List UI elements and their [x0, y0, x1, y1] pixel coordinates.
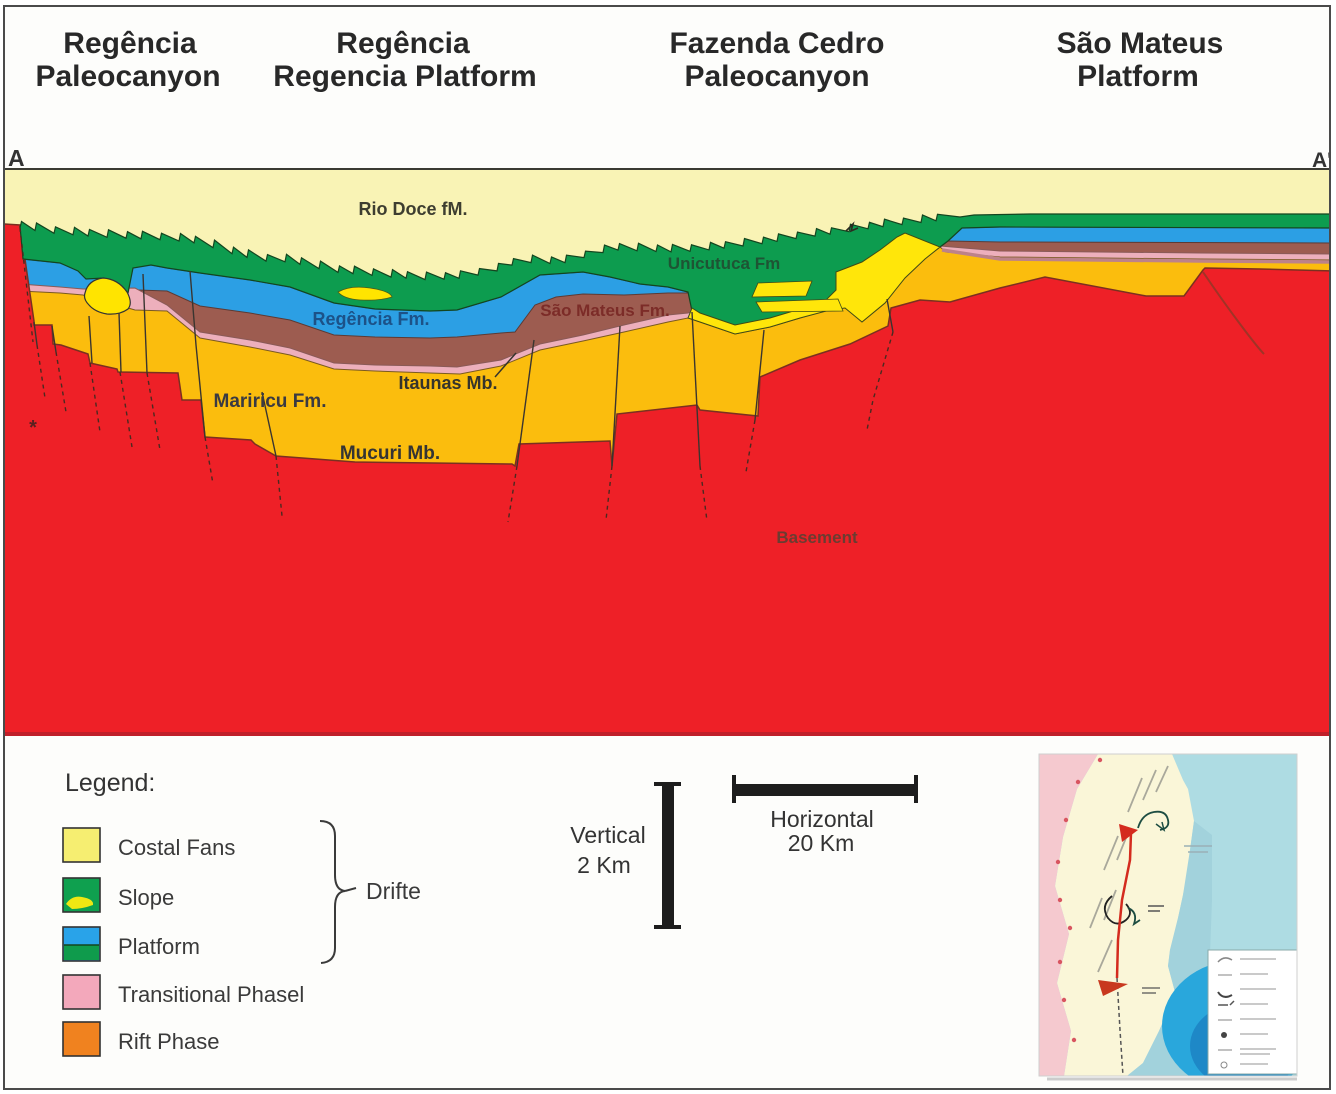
svg-text:São Mateus Fm.: São Mateus Fm. [540, 301, 669, 320]
svg-text:Unicutuca Fm: Unicutuca Fm [668, 254, 780, 273]
svg-text:Vertical: Vertical [570, 822, 645, 848]
svg-text:20 Km: 20 Km [788, 830, 854, 856]
svg-text:Paleocanyon: Paleocanyon [35, 60, 220, 93]
svg-text:São Mateus: São Mateus [1057, 27, 1224, 60]
svg-text:Regência: Regência [336, 27, 470, 60]
svg-text:Regência Fm.: Regência Fm. [312, 309, 429, 329]
svg-text:Mucuri Mb.: Mucuri Mb. [340, 443, 440, 464]
svg-text:*: * [29, 417, 37, 439]
svg-text:Regência: Regência [63, 27, 197, 60]
svg-text:Fazenda Cedro: Fazenda Cedro [669, 27, 884, 60]
svg-text:Platform: Platform [118, 934, 200, 959]
svg-text:Basement: Basement [776, 528, 858, 547]
svg-text:2 Km: 2 Km [577, 852, 631, 878]
svg-text:Platform: Platform [1077, 60, 1199, 93]
svg-text:Mariricu Fm.: Mariricu Fm. [214, 391, 327, 412]
svg-text:Itaunas Mb.: Itaunas Mb. [398, 373, 497, 393]
svg-text:A: A [8, 145, 25, 171]
svg-text:Costal Fans: Costal Fans [118, 835, 235, 860]
svg-text:Transitional Phasel: Transitional Phasel [118, 982, 304, 1007]
svg-text:Horizontal: Horizontal [770, 806, 874, 832]
svg-text:Drifte: Drifte [366, 878, 421, 904]
svg-text:Slope: Slope [118, 885, 174, 910]
svg-text:Regencia Platform: Regencia Platform [273, 60, 536, 93]
svg-text:A': A' [1312, 149, 1332, 172]
svg-text:Legend:: Legend: [65, 769, 155, 797]
svg-text:Paleocanyon: Paleocanyon [684, 60, 869, 93]
svg-text:Rift Phase: Rift Phase [118, 1029, 220, 1054]
svg-text:Rio Doce fM.: Rio Doce fM. [358, 199, 467, 219]
